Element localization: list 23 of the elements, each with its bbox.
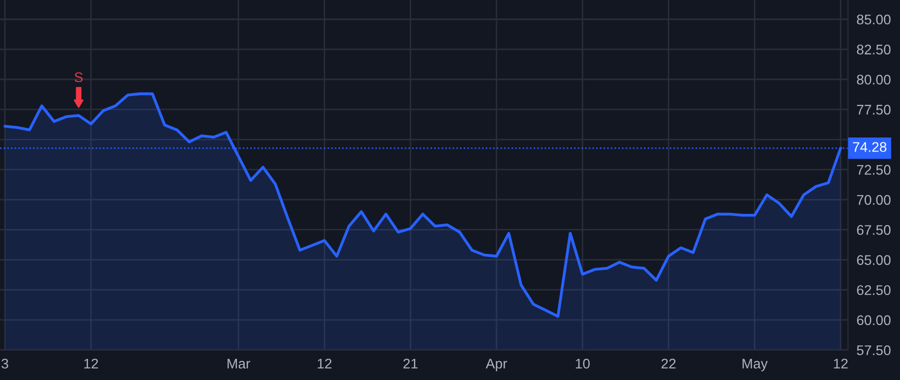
ref-line-label: 74.28 — [852, 142, 886, 152]
x-tick-label: 10 — [576, 358, 590, 369]
y-tick-label: 57.50 — [856, 345, 891, 356]
y-tick-label: 80.00 — [856, 74, 891, 85]
x-tick-label: 12 — [834, 358, 848, 368]
y-tick-label: 77.50 — [857, 104, 891, 115]
x-tick-label: 22 — [662, 358, 676, 368]
y-tick-label: 62.50 — [857, 285, 891, 296]
annotation: S — [74, 72, 83, 82]
x-tick-label: 12 — [318, 358, 332, 368]
y-tick-label: 72.50 — [857, 164, 891, 175]
x-tick-label: Mar — [228, 358, 250, 369]
y-tick-label: 85.00 — [856, 14, 891, 24]
y-tick-label: 67.50 — [857, 225, 891, 235]
y-tick-label: 82.50 — [856, 44, 891, 54]
y-tick-label: 60.00 — [857, 315, 891, 326]
y-tick-label: 65.00 — [857, 255, 891, 265]
x-tick-label: Apr — [486, 358, 508, 372]
x-tick-label: May — [742, 358, 768, 372]
x-tick-label: 21 — [403, 358, 418, 368]
y-tick-label: 70.00 — [857, 194, 891, 205]
x-tick-label: 3 — [2, 358, 8, 369]
x-tick-label: 12 — [84, 358, 98, 368]
